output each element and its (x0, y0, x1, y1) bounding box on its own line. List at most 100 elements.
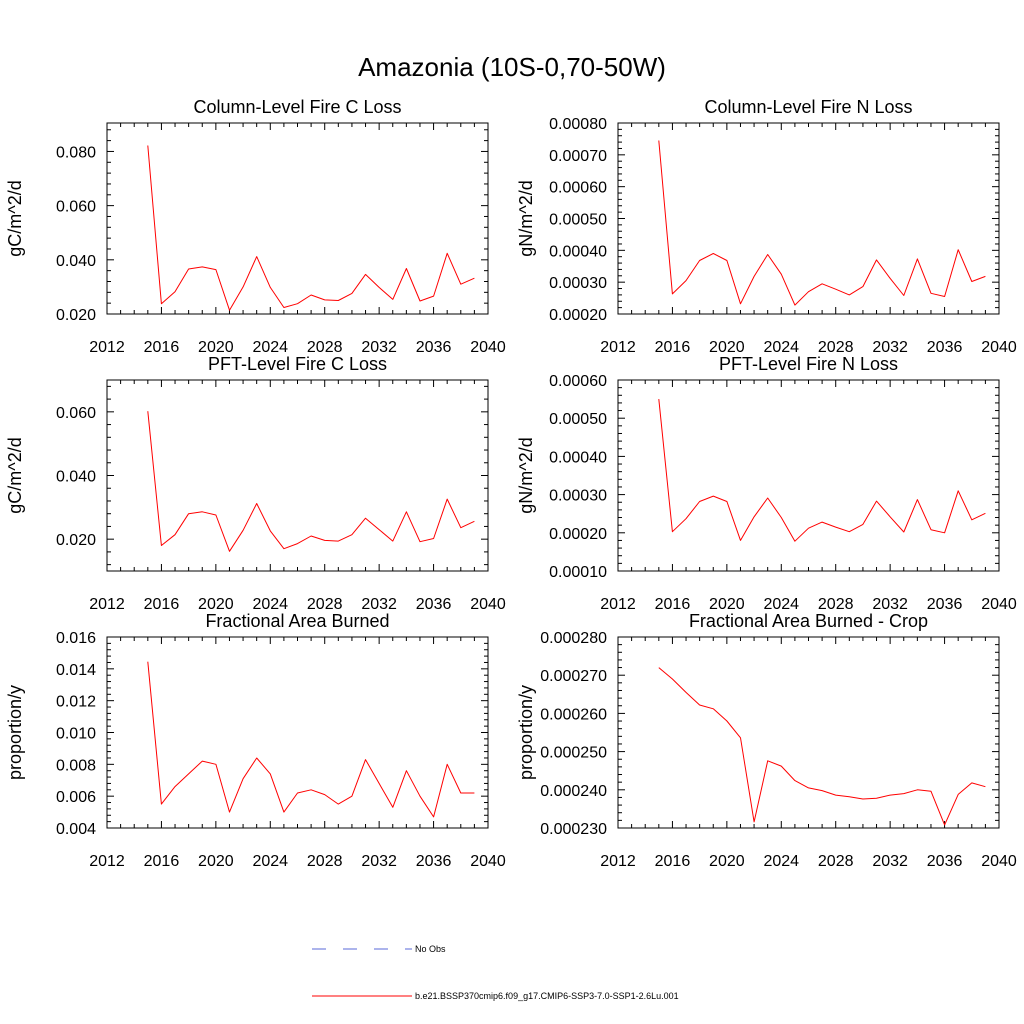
x-tick-label: 2028 (307, 339, 343, 356)
x-tick-label: 2012 (600, 596, 636, 613)
x-tick-label: 2040 (470, 853, 506, 870)
legend: No Obs b.e21.BSSP370cmip6.f09_g17.CMIP6-… (312, 944, 679, 1001)
x-tick-label: 2012 (600, 853, 636, 870)
x-tick-label: 2036 (416, 853, 452, 870)
panel-title: PFT-Level Fire C Loss (208, 354, 387, 374)
y-tick-label: 0.020 (56, 307, 96, 324)
x-tick-label: 2036 (927, 596, 963, 613)
figure-title: Amazonia (10S-0,70-50W) (358, 52, 666, 82)
series-line-1 (658, 667, 986, 826)
y-tick-label: 0.000270 (540, 668, 607, 685)
x-tick-label: 2024 (252, 339, 288, 356)
x-tick-label: 2032 (361, 339, 397, 356)
x-tick-label: 2032 (361, 853, 397, 870)
y-tick-label: 0.00050 (549, 411, 607, 428)
y-tick-label: 0.000260 (540, 706, 607, 723)
x-tick-label: 2028 (307, 853, 343, 870)
panel-title: PFT-Level Fire N Loss (719, 354, 898, 374)
x-tick-label: 2016 (144, 596, 180, 613)
x-tick-label: 2032 (872, 853, 908, 870)
y-tick-label: 0.080 (56, 144, 96, 161)
chart-panel-1: Column-Level Fire C Loss gC/m^2/d 2012 2016… (5, 97, 506, 356)
x-tick-label: 2040 (981, 596, 1017, 613)
x-tick-label: 2016 (655, 853, 691, 870)
x-tick-label: 2040 (981, 853, 1017, 870)
x-tick-label: 2024 (252, 596, 288, 613)
series-line-1 (658, 140, 986, 306)
x-tick-label: 2016 (144, 853, 180, 870)
x-tick-label: 2020 (198, 853, 234, 870)
x-tick-label: 2036 (416, 339, 452, 356)
legend-label-model-run: b.e21.BSSP370cmip6.f09_g17.CMIP6-SSP3-7.… (415, 991, 679, 1001)
y-tick-label: 0.00030 (549, 488, 607, 505)
y-tick-label: 0.040 (56, 253, 96, 270)
series-line-1 (658, 399, 986, 542)
y-tick-label: 0.060 (56, 405, 96, 422)
chart-panel-5: Fractional Area Burned proportion/y 2012 20… (5, 611, 506, 870)
y-axis-label: gN/m^2/d (516, 180, 536, 256)
plot-frame (617, 379, 1000, 572)
y-tick-label: 0.020 (56, 532, 96, 549)
plot-frame (617, 122, 1000, 315)
y-tick-label: 0.060 (56, 199, 96, 216)
panel-title: Column-Level Fire N Loss (704, 97, 912, 117)
y-tick-label: 0.008 (56, 757, 96, 774)
chart-panel-6: Fractional Area Burned - Crop proportion/… (516, 611, 1017, 870)
panel-title: Fractional Area Burned - Crop (689, 611, 928, 631)
x-tick-label: 2020 (709, 853, 745, 870)
plot-frame (106, 636, 489, 829)
x-tick-label: 2020 (709, 339, 745, 356)
chart-panel-3: PFT-Level Fire C Loss gC/m^2/d 2012 2016 202… (5, 354, 506, 613)
series-line-1 (147, 411, 475, 552)
x-tick-label: 2036 (927, 853, 963, 870)
x-tick-label: 2012 (600, 339, 636, 356)
y-tick-label: 0.00060 (549, 373, 607, 390)
x-tick-label: 2020 (709, 596, 745, 613)
x-tick-label: 2012 (89, 339, 125, 356)
y-axis-label: gC/m^2/d (5, 437, 25, 513)
y-tick-label: 0.00040 (549, 449, 607, 466)
plot-frame (106, 379, 489, 572)
legend-label-no-obs: No Obs (415, 944, 446, 954)
panel-title: Fractional Area Burned (205, 611, 389, 631)
y-tick-label: 0.010 (56, 726, 96, 743)
y-axis-label: proportion/y (516, 685, 536, 780)
x-tick-label: 2024 (763, 596, 799, 613)
y-tick-label: 0.000280 (540, 630, 607, 647)
x-tick-label: 2028 (307, 596, 343, 613)
x-tick-label: 2032 (872, 339, 908, 356)
x-tick-label: 2024 (763, 853, 799, 870)
panel-title: Column-Level Fire C Loss (193, 97, 401, 117)
x-tick-label: 2020 (198, 339, 234, 356)
y-tick-label: 0.000240 (540, 783, 607, 800)
chart-panel-4: PFT-Level Fire N Loss gN/m^2/d 2012 2016 202… (516, 354, 1017, 613)
y-axis-label: gN/m^2/d (516, 437, 536, 513)
y-tick-label: 0.00070 (549, 148, 607, 165)
y-axis-label: proportion/y (5, 685, 25, 780)
x-tick-label: 2016 (655, 596, 691, 613)
y-tick-label: 0.00020 (549, 307, 607, 324)
y-tick-label: 0.014 (56, 662, 96, 679)
x-tick-label: 2016 (144, 339, 180, 356)
x-tick-label: 2024 (252, 853, 288, 870)
y-tick-label: 0.00050 (549, 212, 607, 229)
x-tick-label: 2020 (198, 596, 234, 613)
y-axis-label: gC/m^2/d (5, 180, 25, 256)
y-tick-label: 0.00020 (549, 526, 607, 543)
chart-panel-2: Column-Level Fire N Loss gN/m^2/d 2012 2016… (516, 97, 1017, 356)
y-tick-label: 0.016 (56, 630, 96, 647)
y-tick-label: 0.00030 (549, 275, 607, 292)
y-tick-label: 0.000230 (540, 821, 607, 838)
x-tick-label: 2024 (763, 339, 799, 356)
y-tick-label: 0.012 (56, 694, 96, 711)
x-tick-label: 2032 (872, 596, 908, 613)
y-tick-label: 0.040 (56, 469, 96, 486)
x-tick-label: 2036 (927, 339, 963, 356)
x-tick-label: 2028 (818, 596, 854, 613)
y-tick-label: 0.00060 (549, 180, 607, 197)
x-tick-label: 2040 (981, 339, 1017, 356)
y-tick-label: 0.004 (56, 821, 96, 838)
plot-frame (617, 636, 1000, 829)
y-tick-label: 0.00080 (549, 116, 607, 133)
